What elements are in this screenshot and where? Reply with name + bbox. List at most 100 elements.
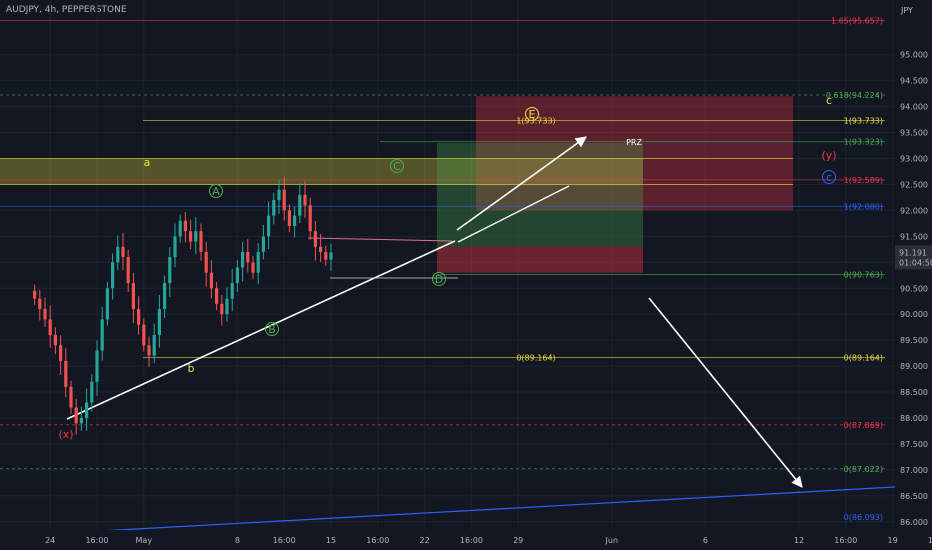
- candle-body: [53, 334, 57, 346]
- candle-body: [282, 189, 286, 211]
- x-tick-label: 6: [703, 536, 708, 545]
- candle-body: [220, 303, 224, 315]
- fib-level-label: 1(93.323): [844, 138, 883, 147]
- candle-body: [225, 298, 229, 315]
- fib-level-label: 1(93.733): [844, 116, 883, 125]
- red-target-zone: [476, 96, 793, 211]
- wave-label: c: [826, 171, 832, 184]
- last-price-tag: [895, 245, 932, 270]
- last-price-label: 91.191: [899, 248, 927, 257]
- y-tick-label: 90.500: [900, 284, 928, 293]
- blue-trend-line: [99, 486, 896, 532]
- neckline: [307, 237, 453, 242]
- currency-label: JPY: [900, 6, 913, 15]
- wave-label: (y): [821, 149, 836, 162]
- wave-label: B: [268, 323, 276, 336]
- candle-body: [38, 298, 42, 310]
- y-tick-label: 91.500: [900, 232, 928, 241]
- candle-body: [126, 257, 130, 284]
- fib-level-label: 1(92.080): [844, 202, 883, 211]
- candle-body: [152, 334, 156, 356]
- y-tick-label: 87.500: [900, 440, 928, 449]
- candle-body: [111, 262, 115, 289]
- y-tick-label: 92.500: [900, 180, 928, 189]
- candle-body: [204, 251, 208, 273]
- y-tick-label: 89.500: [900, 336, 928, 345]
- y-tick-label: 86.000: [900, 518, 928, 527]
- fib-level-label: 1.65(95.657): [831, 17, 883, 26]
- candle-body: [251, 262, 255, 273]
- fib-level-label: 0(90.763): [844, 271, 883, 280]
- candle-body: [137, 309, 141, 325]
- candle-body: [189, 231, 193, 242]
- candle-body: [230, 283, 234, 299]
- wave-label-circle: [390, 159, 404, 173]
- fib-level-label: 0.618(94.224): [826, 91, 883, 100]
- candle-body: [246, 251, 250, 263]
- x-tick-label: 15: [326, 536, 336, 545]
- candle-body: [267, 215, 271, 237]
- candle-body: [157, 309, 161, 335]
- candle-body: [287, 210, 291, 226]
- x-tick-label: 19: [888, 536, 898, 545]
- candle-body: [298, 194, 302, 216]
- symbol-title: AUDJPY, 4h, PEPPERSTONE: [6, 5, 127, 15]
- fib-level-label: 1(92.589): [844, 176, 883, 185]
- candle-body: [131, 283, 135, 310]
- candle-body: [168, 257, 172, 284]
- candle-body: [183, 220, 187, 232]
- price-axis[interactable]: [895, 0, 932, 550]
- wave-label: E: [529, 108, 536, 121]
- x-tick-label: 16:00: [273, 536, 296, 545]
- y-tick-label: 92.000: [900, 206, 928, 215]
- y-tick-label: 93.000: [900, 155, 928, 164]
- wave-label: b: [188, 362, 195, 375]
- wave-label-circle: [265, 322, 279, 336]
- y-tick-label: 93.500: [900, 129, 928, 138]
- candle-body: [313, 231, 317, 247]
- candle-body: [319, 246, 323, 252]
- wave-label-circle: [525, 107, 539, 121]
- candle-body: [33, 290, 37, 299]
- candle-body: [105, 288, 109, 320]
- wave-label: A: [212, 185, 220, 198]
- mid-level-label: 0(89.164): [516, 354, 555, 363]
- candle-body: [69, 386, 73, 408]
- projection-arrow-down: [648, 297, 803, 488]
- fib-level-label: 0(89.164): [844, 354, 883, 363]
- candle-body: [116, 246, 120, 263]
- candle-body: [303, 194, 307, 206]
- countdown-label: 01:04:50: [899, 258, 932, 267]
- candle-body: [194, 231, 198, 242]
- candle-body: [241, 251, 245, 268]
- candle-body: [48, 319, 52, 335]
- candle-body: [147, 345, 151, 356]
- uptrend-line: [66, 240, 456, 420]
- x-tick-label: 8: [235, 536, 240, 545]
- wave-label: C: [393, 160, 401, 173]
- wave-label: a: [144, 156, 151, 169]
- candle-body: [43, 309, 47, 320]
- candle-body: [256, 251, 260, 273]
- x-tick-label: 24: [45, 536, 55, 545]
- candle-body: [79, 418, 83, 424]
- candle-body: [85, 402, 89, 419]
- time-axis[interactable]: [0, 530, 932, 550]
- wave-label: c: [826, 94, 832, 107]
- candle-body: [308, 205, 312, 232]
- y-tick-label: 94.000: [900, 103, 928, 112]
- candle-body: [199, 231, 203, 252]
- y-tick-label: 87.000: [900, 466, 928, 475]
- candle-body: [178, 220, 182, 237]
- candle-body: [173, 236, 177, 258]
- candle-body: [293, 215, 297, 226]
- projection-line: [457, 185, 570, 243]
- red-stop-zone: [437, 246, 643, 273]
- candle-body: [121, 246, 125, 258]
- candle-body: [235, 267, 239, 284]
- candle-body: [59, 345, 63, 361]
- wave-label-circle: [822, 170, 836, 184]
- y-tick-label: 88.500: [900, 388, 928, 397]
- candle-body: [142, 324, 146, 346]
